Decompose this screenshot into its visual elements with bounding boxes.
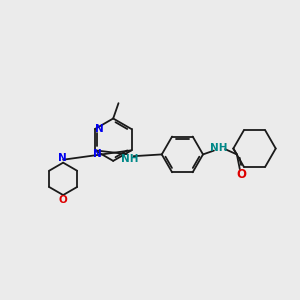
Text: N: N: [58, 153, 67, 163]
Text: O: O: [58, 195, 67, 205]
Text: NH: NH: [121, 154, 139, 164]
Text: N: N: [94, 124, 103, 134]
Text: O: O: [236, 168, 246, 181]
Text: NH: NH: [210, 143, 228, 153]
Text: N: N: [93, 149, 102, 159]
